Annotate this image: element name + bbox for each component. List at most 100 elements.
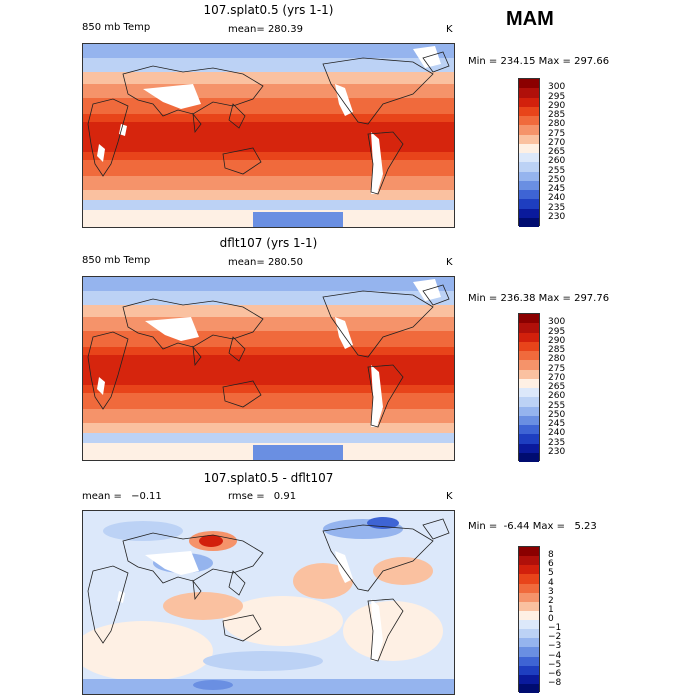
panel1-units: K bbox=[446, 24, 453, 35]
panel2-colorbar-label: 295 bbox=[548, 326, 566, 337]
panel3-colorbar-cell bbox=[519, 610, 539, 620]
panel2-colorbar-label: 275 bbox=[548, 363, 566, 374]
panel3-min: Min = -6.44 bbox=[468, 521, 530, 532]
panel3-colorbar-label: 0 bbox=[548, 614, 554, 624]
panel3-colorbar-label: −4 bbox=[548, 650, 562, 661]
panel1-colorbar-label: 285 bbox=[548, 110, 566, 120]
panel1-minmax: Min = 234.15 Max = 297.66 bbox=[468, 56, 609, 67]
panel3-colorbar-cell bbox=[519, 656, 539, 666]
panel2-colorbar-cell bbox=[519, 443, 539, 453]
panel3-colorbar bbox=[518, 546, 540, 693]
panel2-min: Min = 236.38 bbox=[468, 293, 536, 304]
panel3-colorbar-label: −8 bbox=[548, 677, 562, 688]
panel1-max: Max = 297.66 bbox=[538, 56, 610, 67]
panel1-colorbar-cell bbox=[519, 208, 539, 218]
panel1-colorbar-label: 235 bbox=[548, 202, 566, 213]
panel2-colorbar-cell bbox=[519, 415, 539, 425]
panel3-mean: mean = −0.11 bbox=[82, 491, 162, 502]
panel1-colorbar-cell bbox=[519, 171, 539, 181]
panel1-colorbar-cell bbox=[519, 153, 539, 163]
panel3-colorbar-label: −3 bbox=[548, 641, 562, 652]
panel3-colorbar-cell bbox=[519, 665, 539, 675]
panel3-minmax: Min = -6.44 Max = 5.23 bbox=[468, 521, 597, 532]
panel3-mean-label: mean = bbox=[82, 491, 122, 502]
panel3-colorbar-label: 4 bbox=[548, 577, 554, 588]
panel2-colorbar-label: 260 bbox=[548, 391, 566, 402]
panel1-colorbar bbox=[518, 78, 540, 227]
panel2-colorbar-label: 255 bbox=[548, 400, 566, 411]
panel1-min: Min = 234.15 bbox=[468, 56, 536, 67]
panel2-colorbar-cell bbox=[519, 452, 539, 462]
panel3-colorbar-cell bbox=[519, 592, 539, 602]
panel2-colorbar-cell bbox=[519, 378, 539, 388]
panel2-colorbar-label: 245 bbox=[548, 419, 566, 429]
panel2-colorbar-label: 265 bbox=[548, 382, 566, 392]
panel1-colorbar-label: 260 bbox=[548, 156, 566, 167]
panel2-mean-label: mean= bbox=[228, 257, 265, 268]
panel3-units: K bbox=[446, 491, 453, 502]
panel1-mean-value: 280.39 bbox=[267, 24, 303, 35]
panel2-colorbar-cell bbox=[519, 434, 539, 444]
panel2-colorbar-label: 285 bbox=[548, 345, 566, 355]
panel2-colorbar-cell bbox=[519, 397, 539, 407]
panel3-colorbar-cell bbox=[519, 629, 539, 639]
panel1-colorbar-label: 290 bbox=[548, 100, 566, 111]
panel3-colorbar-label: 5 bbox=[548, 568, 554, 579]
panel2-max: Max = 297.76 bbox=[538, 293, 610, 304]
panel1-colorbar-cell bbox=[519, 79, 539, 89]
panel1-colorbar-label: 270 bbox=[548, 137, 566, 148]
panel1-colorbar-label: 280 bbox=[548, 119, 566, 130]
panel1-colorbar-cell bbox=[519, 106, 539, 116]
panel3-colorbar-label: 1 bbox=[548, 604, 554, 615]
panel1-colorbar-label: 240 bbox=[548, 193, 566, 204]
panel2-minmax: Min = 236.38 Max = 297.76 bbox=[468, 293, 609, 304]
panel2-mean: mean= 280.50 bbox=[228, 257, 303, 268]
panel2-units: K bbox=[446, 257, 453, 268]
panel3-colorbar-cell bbox=[519, 547, 539, 557]
panel2-map-svg bbox=[83, 277, 454, 460]
panel2-colorbar-label: 235 bbox=[548, 437, 566, 448]
panel1-colorbar-label: 255 bbox=[548, 165, 566, 176]
panel2-colorbar-label: 300 bbox=[548, 317, 566, 328]
panel2-colorbar-label: 280 bbox=[548, 354, 566, 365]
panel2-title: dflt107 (yrs 1-1) bbox=[219, 236, 318, 250]
season-label: MAM bbox=[506, 8, 554, 30]
panel2-colorbar-label: 250 bbox=[548, 409, 566, 420]
panel3-map bbox=[82, 510, 455, 695]
panel2-colorbar-label: 230 bbox=[548, 446, 566, 457]
panel3-colorbar-label: 2 bbox=[548, 595, 554, 606]
panel1-map-svg bbox=[83, 44, 454, 227]
panel2-colorbar-cell bbox=[519, 314, 539, 324]
panel3-rmse: rmse = 0.91 bbox=[228, 491, 296, 502]
panel3-colorbar-label: −1 bbox=[548, 623, 562, 634]
panel2-colorbar-label: 240 bbox=[548, 428, 566, 439]
panel3-colorbar-label: −5 bbox=[548, 659, 562, 670]
panel3-colorbar-label: −6 bbox=[548, 668, 562, 679]
panel2-variable: 850 mb Temp bbox=[82, 255, 151, 266]
panel3-map-svg bbox=[83, 511, 454, 694]
panel3-colorbar-cell bbox=[519, 620, 539, 630]
panel1-mean-label: mean= bbox=[228, 24, 265, 35]
panel1-colorbar-cell bbox=[519, 134, 539, 144]
panel3-colorbar-label: −2 bbox=[548, 632, 562, 643]
panel3-title: 107.splat0.5 - dflt107 bbox=[203, 471, 334, 485]
panel3-colorbar-cell bbox=[519, 574, 539, 584]
panel1-colorbar-label: 275 bbox=[548, 128, 566, 139]
panel3-mean-value: −0.11 bbox=[131, 491, 162, 502]
panel1-title: 107.splat0.5 (yrs 1-1) bbox=[203, 3, 334, 17]
panel1-variable: 850 mb Temp bbox=[82, 22, 151, 33]
panel2-map bbox=[82, 276, 455, 461]
panel2-colorbar-cell bbox=[519, 332, 539, 342]
panel1-colorbar-cell bbox=[519, 88, 539, 98]
panel2-colorbar-cell bbox=[519, 360, 539, 370]
panel1-colorbar-label: 265 bbox=[548, 147, 566, 157]
panel3-colorbar-cell bbox=[519, 674, 539, 684]
panel3-rmse-value: 0.91 bbox=[273, 491, 297, 502]
panel3-colorbar-cell bbox=[519, 601, 539, 611]
panel2-colorbar-cell bbox=[519, 425, 539, 435]
panel1-colorbar-cell bbox=[519, 180, 539, 190]
panel3-colorbar-label: 8 bbox=[548, 550, 554, 561]
panel1-colorbar-label: 230 bbox=[548, 211, 566, 222]
panel2-mean-value: 280.50 bbox=[267, 257, 303, 268]
panel2-colorbar bbox=[518, 313, 540, 462]
